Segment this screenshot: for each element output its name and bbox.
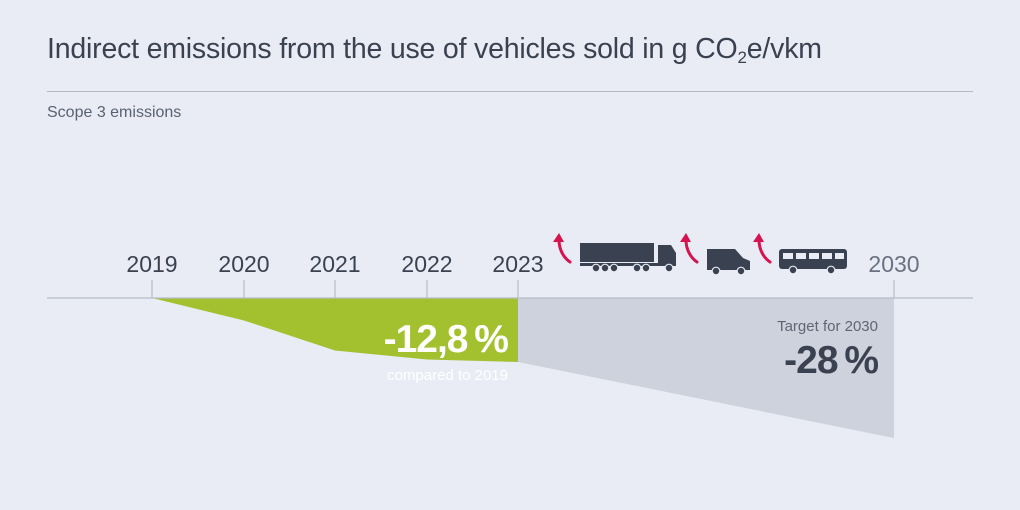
target-caption: Target for 2030 <box>777 318 878 335</box>
chart-subtitle: Scope 3 emissions <box>47 104 182 121</box>
tick-label-2022: 2022 <box>401 251 452 277</box>
title-subscript: 2 <box>737 48 747 67</box>
actual-value-label: -12,8 % <box>384 318 509 361</box>
up-arrow-icon <box>753 233 772 264</box>
up-arrow-icon <box>680 233 699 264</box>
title-main: Indirect emissions from the use of vehic… <box>47 33 738 65</box>
up-arrow-icon <box>553 233 572 264</box>
tick-label-2030: 2030 <box>868 251 919 277</box>
actual-area <box>152 298 518 362</box>
tick-label-2023: 2023 <box>492 251 543 277</box>
truck-icon <box>580 243 676 273</box>
tick-label-2019: 2019 <box>126 251 177 277</box>
bus-icon <box>779 249 847 275</box>
van-icon <box>707 249 750 276</box>
chart-title: Indirect emissions from the use of vehic… <box>47 33 822 68</box>
tick-label-2020: 2020 <box>218 251 269 277</box>
title-end: e/vkm <box>746 33 822 65</box>
target-area <box>518 298 894 438</box>
target-value-label: -28 % <box>784 339 878 382</box>
title-divider <box>47 91 973 92</box>
tick-label-2021: 2021 <box>309 251 360 277</box>
actual-caption: compared to 2019 <box>387 367 508 384</box>
